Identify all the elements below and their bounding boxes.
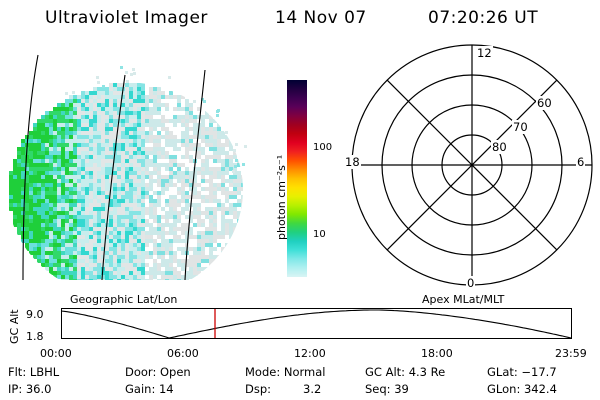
meridian-line	[101, 74, 126, 280]
seq-info: Seq: 39	[365, 382, 409, 396]
mlt-label-12: 12	[476, 46, 493, 60]
x-tick-18: 18:00	[421, 347, 453, 360]
mlt-label-18: 18	[344, 155, 361, 169]
ip-info: IP: 36.0	[8, 382, 52, 396]
colorbar-label: photon cm⁻²s⁻¹	[275, 154, 288, 240]
x-tick-06: 06:00	[167, 347, 199, 360]
gain-info: Gain: 14	[125, 382, 174, 396]
y-tick-9: 9.0	[26, 308, 44, 321]
meridian-line	[22, 54, 39, 280]
x-tick-2359: 23:59	[555, 347, 587, 360]
mlt-label-6: 6	[576, 155, 586, 169]
geographic-label: Geographic Lat/Lon	[70, 293, 178, 306]
filter-info: Flt: LBHL	[8, 365, 60, 379]
gc-alt-axis-label: GC Alt	[8, 309, 21, 344]
mode-info: Mode: Normal	[245, 365, 326, 379]
dsp-value: 3.2	[303, 382, 322, 396]
uv-image	[9, 54, 247, 280]
door-info: Door: Open	[125, 365, 191, 379]
colorbar-tick-100: 100	[313, 142, 333, 153]
lat-label-80: 80	[491, 140, 508, 154]
lat-label-70: 70	[512, 120, 529, 134]
mlt-label-0: 0	[466, 276, 476, 290]
polar-plot	[351, 44, 593, 286]
glon-info: GLon: 342.4	[487, 382, 557, 396]
apex-label: Apex MLat/MLT	[422, 293, 505, 306]
time-label: 07:20:26 UT	[428, 8, 539, 28]
polar-diagonal	[386, 79, 558, 251]
date-label: 14 Nov 07	[275, 8, 367, 28]
colorbar-tick-10: 10	[313, 229, 326, 240]
meridian-line	[184, 69, 206, 280]
dsp-label: Dsp:	[245, 382, 272, 396]
y-tick-1-8: 1.8	[26, 330, 44, 343]
glat-info: GLat: −17.7	[487, 365, 557, 379]
gc-alt-info: GC Alt: 4.3 Re	[365, 365, 446, 379]
altitude-timeline	[60, 308, 572, 339]
x-tick-12: 12:00	[294, 347, 326, 360]
lat-label-60: 60	[536, 96, 553, 110]
instrument-title: Ultraviolet Imager	[45, 8, 208, 28]
colorbar	[287, 80, 307, 277]
x-tick-00: 00:00	[40, 347, 72, 360]
